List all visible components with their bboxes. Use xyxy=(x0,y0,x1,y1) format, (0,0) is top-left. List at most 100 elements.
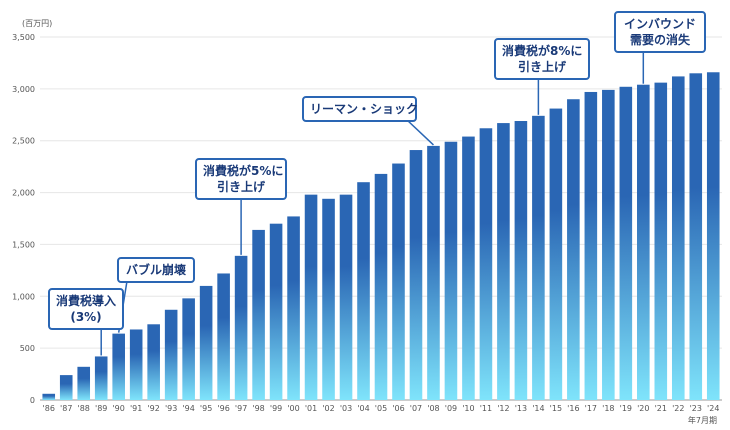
bar xyxy=(532,115,545,400)
annotation-callout: 消費税が5%に 引き上げ xyxy=(195,158,287,200)
x-tick-label: '02 xyxy=(322,404,334,413)
annotation-callout: バブル崩壊 xyxy=(117,257,195,283)
y-tick-label: 0 xyxy=(30,396,35,405)
x-tick-label: '23 xyxy=(690,404,702,413)
bar xyxy=(602,89,615,400)
bar xyxy=(444,141,458,400)
bars xyxy=(42,72,720,401)
x-tick-label: '93 xyxy=(165,404,177,413)
y-tick-label: 2,000 xyxy=(12,189,35,198)
annotation-text: リーマン・ショック xyxy=(310,102,419,116)
y-tick-label: 1,500 xyxy=(12,240,35,249)
x-tick-label: '97 xyxy=(235,404,247,413)
x-tick-label: '86 xyxy=(43,404,55,413)
x-tick-label: '05 xyxy=(375,404,387,413)
x-tick-label: '91 xyxy=(130,404,142,413)
bar xyxy=(199,285,213,400)
bar xyxy=(164,309,178,400)
bar xyxy=(427,145,440,400)
x-tick-label: '10 xyxy=(462,404,474,413)
y-tick-label: 2,500 xyxy=(12,137,35,146)
x-tick-label: '22 xyxy=(672,404,684,413)
bar xyxy=(549,108,563,400)
bar xyxy=(654,82,668,401)
bar xyxy=(94,356,108,400)
annotation-text: 消費税が5%に xyxy=(203,164,284,178)
bar xyxy=(514,121,528,400)
bar xyxy=(584,91,598,401)
bar xyxy=(619,86,633,400)
x-tick-label: '98 xyxy=(252,404,264,413)
bar xyxy=(706,72,720,401)
bar xyxy=(322,198,335,400)
bar xyxy=(147,324,160,400)
annotation-text: (3%) xyxy=(70,310,102,324)
x-tick-label: '89 xyxy=(95,404,107,413)
x-tick-label: '18 xyxy=(602,404,614,413)
bar xyxy=(374,173,388,400)
x-tick-label: '90 xyxy=(112,404,124,413)
annotation-callout: 消費税が8%に 引き上げ xyxy=(494,38,590,80)
x-tick-label: '06 xyxy=(392,404,404,413)
x-tick-label: '24 xyxy=(707,404,719,413)
x-tick-label: '03 xyxy=(340,404,352,413)
y-axis-unit-label: (百万円) xyxy=(22,19,52,28)
x-tick-label: '00 xyxy=(287,404,299,413)
bar xyxy=(182,298,195,400)
y-tick-label: 3,000 xyxy=(12,85,35,94)
x-tick-label: '95 xyxy=(200,404,212,413)
x-tick-label: '15 xyxy=(550,404,562,413)
annotation-text: 引き上げ xyxy=(216,180,265,194)
x-tick-label: '04 xyxy=(357,404,369,413)
bar xyxy=(234,255,248,400)
x-tick-label: '20 xyxy=(637,404,649,413)
bar xyxy=(497,123,510,400)
x-axis-suffix-label: 年7月期 xyxy=(688,415,717,425)
x-tick-label: '92 xyxy=(147,404,159,413)
x-tick-label: '12 xyxy=(497,404,509,413)
bar xyxy=(357,182,370,400)
x-tick-label: '99 xyxy=(270,404,282,413)
annotation-callout: 消費税導入 (3%) xyxy=(48,288,124,330)
y-tick-label: 500 xyxy=(20,344,35,353)
annotation-text: 消費税が8%に xyxy=(502,44,583,58)
annotation-callout: インバウンド 需要の消失 xyxy=(614,11,706,53)
x-axis-ticks: '86 '87 '88 '89 '90 '91 '92 '93 '94 '95 '96 '97 '98 '… xyxy=(43,404,720,413)
annotation-callout: リーマン・ショック xyxy=(302,96,419,122)
bar xyxy=(339,194,353,400)
x-tick-label: '96 xyxy=(217,404,229,413)
annotation-text: 需要の消失 xyxy=(629,33,690,47)
bar xyxy=(287,216,300,400)
annotation-text: バブル崩壊 xyxy=(125,263,186,277)
bar xyxy=(567,99,580,400)
bar xyxy=(217,273,230,400)
bar xyxy=(479,128,493,401)
x-tick-label: '19 xyxy=(620,404,632,413)
x-tick-label: '14 xyxy=(532,404,544,413)
x-tick-label: '13 xyxy=(515,404,527,413)
x-tick-label: '21 xyxy=(655,404,667,413)
x-tick-label: '87 xyxy=(60,404,72,413)
annotation-text: インバウンド xyxy=(623,17,696,31)
bar xyxy=(42,393,56,400)
x-tick-label: '88 xyxy=(78,404,90,413)
annotation-leader-line xyxy=(406,119,434,146)
bar xyxy=(462,136,475,400)
x-tick-label: '01 xyxy=(305,404,317,413)
x-tick-label: '17 xyxy=(585,404,597,413)
bar xyxy=(689,73,703,401)
bar xyxy=(59,375,73,400)
y-tick-label: 3,500 xyxy=(12,33,35,42)
x-tick-label: '16 xyxy=(567,404,579,413)
bar xyxy=(409,150,423,400)
bar xyxy=(252,229,265,400)
bar xyxy=(392,163,405,400)
bar xyxy=(269,223,283,400)
bar xyxy=(77,366,91,400)
x-tick-label: '07 xyxy=(410,404,422,413)
annotation-text: 消費税導入 xyxy=(56,294,117,308)
x-tick-label: '11 xyxy=(480,404,492,413)
y-axis-ticks: 0 500 1,000 1,500 2,000 2,500 3,000 3,500 xyxy=(12,33,35,405)
x-tick-label: '94 xyxy=(182,404,194,413)
